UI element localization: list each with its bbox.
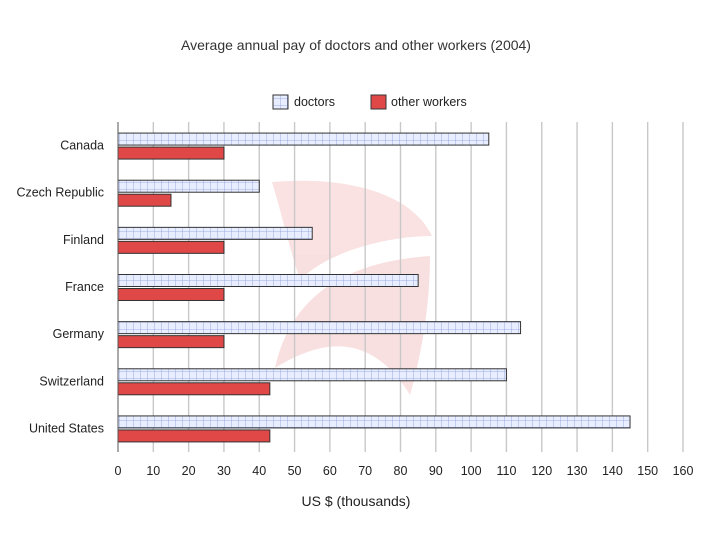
x-tick-label-130: 130	[567, 464, 588, 478]
legend-label-other-workers: other workers	[391, 95, 467, 109]
bar-doctors-united-states	[117, 415, 631, 429]
x-tick-label-150: 150	[637, 464, 658, 478]
category-label-germany: Germany	[53, 327, 105, 341]
x-axis-title: US $ (thousands)	[302, 493, 411, 509]
bar-other-workers-czech-republic	[117, 193, 172, 207]
x-tick-label-10: 10	[146, 464, 160, 478]
x-tick-label-80: 80	[394, 464, 408, 478]
bar-doctors-czech-republic	[117, 179, 260, 193]
chart-title: Average annual pay of doctors and other …	[181, 37, 531, 53]
category-label-switzerland: Switzerland	[39, 374, 104, 388]
legend-swatch-other-workers	[370, 94, 387, 110]
bars	[117, 132, 631, 443]
bar-doctors-canada	[117, 132, 490, 146]
x-tick-label-90: 90	[429, 464, 443, 478]
category-label-czech-republic: Czech Republic	[16, 186, 104, 200]
x-tick-label-20: 20	[182, 464, 196, 478]
category-label-finland: Finland	[63, 233, 104, 247]
x-axis-tick-labels: 0 10 20 30 40 50 60 70 80 90 100 110 120 130 140 150 160	[115, 464, 694, 478]
bar-doctors-finland	[117, 226, 313, 240]
bar-other-workers-united-states	[117, 429, 271, 443]
category-label-canada: Canada	[60, 139, 104, 153]
bar-doctors-switzerland	[117, 368, 507, 382]
x-tick-label-100: 100	[461, 464, 482, 478]
x-tick-label-110: 110	[496, 464, 516, 478]
category-label-united-states: United States	[29, 421, 104, 435]
x-tick-label-60: 60	[323, 464, 337, 478]
legend-swatch-doctors	[272, 94, 289, 110]
legend: doctors other workers	[272, 94, 467, 110]
x-tick-label-0: 0	[115, 464, 122, 478]
bar-other-workers-germany	[117, 335, 225, 349]
bar-doctors-france	[117, 274, 419, 287]
x-tick-label-50: 50	[288, 464, 302, 478]
x-tick-label-140: 140	[602, 464, 623, 478]
category-labels: Canada Czech Republic Finland France Germany…	[16, 139, 104, 436]
bar-doctors-germany	[117, 321, 522, 335]
bar-other-workers-france	[117, 288, 225, 301]
x-tick-label-40: 40	[252, 464, 266, 478]
watermark-logo	[272, 180, 432, 395]
x-tick-label-30: 30	[217, 464, 231, 478]
bar-other-workers-switzerland	[117, 382, 271, 396]
x-tick-label-120: 120	[531, 464, 552, 478]
x-tick-label-160: 160	[673, 464, 694, 478]
legend-label-doctors: doctors	[294, 95, 335, 109]
bar-other-workers-canada	[117, 146, 225, 160]
bar-other-workers-finland	[117, 240, 225, 254]
x-tick-label-70: 70	[358, 464, 372, 478]
category-label-france: France	[65, 280, 104, 294]
